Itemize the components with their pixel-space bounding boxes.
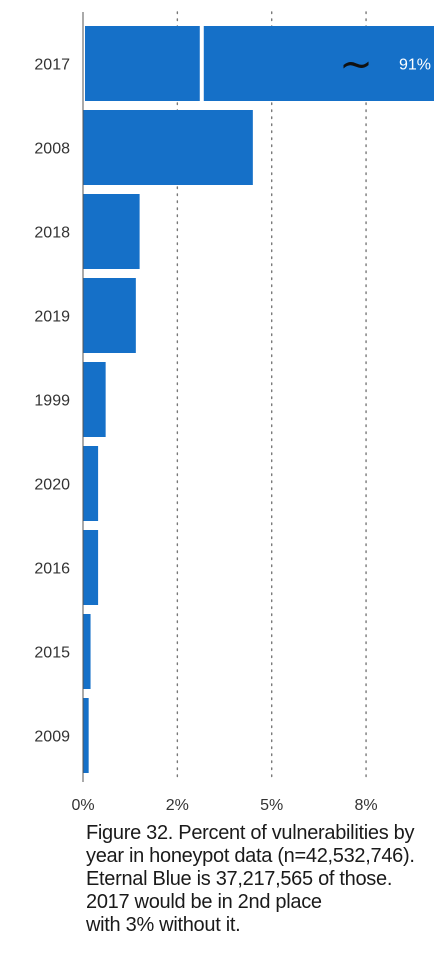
x-tick-label: 5% bbox=[260, 797, 283, 814]
y-tick-label: 2018 bbox=[34, 225, 70, 242]
y-tick-label: 2020 bbox=[34, 477, 70, 494]
bar bbox=[83, 446, 99, 521]
bar bbox=[85, 26, 200, 101]
y-tick-label: 2009 bbox=[34, 729, 70, 746]
bar-value-label: 91% bbox=[399, 57, 431, 74]
x-tick-labels: 0% 2% 5% 8% bbox=[71, 797, 377, 814]
bar bbox=[83, 614, 91, 689]
break-annotation: ~91% bbox=[339, 42, 431, 88]
caption-line: Eternal Blue is 37,217,565 of those. bbox=[86, 868, 393, 890]
bar bbox=[83, 362, 106, 437]
x-tick-label: 2% bbox=[166, 797, 189, 814]
figure-caption: Figure 32. Percent of vulnerabilities by… bbox=[86, 822, 447, 937]
break-symbol: ~ bbox=[339, 42, 373, 88]
caption-line: Figure 32. Percent of vulnerabilities by bbox=[86, 822, 415, 844]
caption-line: year in honeypot data (n=42,532,746). bbox=[86, 845, 415, 867]
bar bbox=[83, 698, 89, 773]
y-tick-label: 2019 bbox=[34, 309, 70, 326]
y-tick-labels: 2017 2008 2018 2019 1999 2020 2016 2015 2009 bbox=[34, 57, 70, 746]
bars bbox=[83, 26, 434, 773]
caption-line: with 3% without it. bbox=[86, 914, 241, 936]
bar bbox=[83, 278, 136, 353]
bar bbox=[83, 194, 140, 269]
bar bbox=[83, 110, 253, 185]
y-tick-label: 2016 bbox=[34, 561, 70, 578]
x-tick-label: 8% bbox=[355, 797, 378, 814]
bar bbox=[83, 530, 99, 605]
gridlines bbox=[176, 11, 367, 783]
y-tick-label: 2008 bbox=[34, 141, 70, 158]
x-tick-label: 0% bbox=[71, 797, 94, 814]
y-tick-label: 2015 bbox=[34, 645, 70, 662]
caption-line: 2017 would be in 2nd place bbox=[86, 891, 322, 913]
bar-chart: 2017 2008 2018 2019 1999 2020 2016 2015 2009 0% 2… bbox=[34, 11, 434, 814]
bar bbox=[203, 26, 434, 101]
y-tick-label: 1999 bbox=[34, 393, 70, 410]
y-tick-label: 2017 bbox=[34, 57, 70, 74]
